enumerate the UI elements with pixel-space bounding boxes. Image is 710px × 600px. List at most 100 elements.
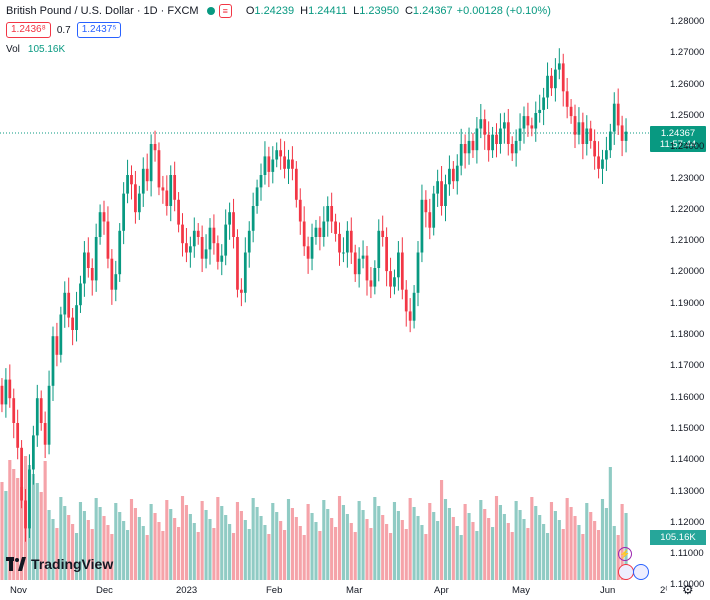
volume-tag: 105.16K [650, 530, 706, 545]
price-tick: 1.21000 [670, 235, 705, 247]
gear-icon[interactable]: ⚙ [682, 582, 694, 597]
uk-flag-icon[interactable] [618, 564, 634, 580]
candle-body [35, 398, 39, 436]
change-value: +0.00128 (+0.10%) [456, 5, 551, 17]
volume-bar [90, 529, 94, 580]
volume-bar [267, 534, 271, 580]
market-status[interactable]: ≡ [206, 4, 232, 18]
volume-bar [118, 512, 122, 580]
candle-body [173, 175, 177, 200]
sell-button[interactable]: 1.2436⁸ [6, 22, 51, 38]
price-tick: 1.28000 [670, 16, 705, 27]
volume-bar [302, 535, 306, 580]
candle-body [612, 103, 616, 132]
candle-body [71, 317, 74, 330]
volume-bar [530, 497, 534, 580]
volume-label[interactable]: Vol [6, 44, 20, 55]
volume-bar [12, 469, 16, 580]
volume-bar [122, 521, 126, 580]
candle-body [526, 116, 530, 126]
candle-body [126, 175, 129, 194]
candle-body [208, 227, 212, 250]
price-tick: 1.13000 [670, 485, 705, 497]
tradingview-logo[interactable]: TradingView [6, 556, 113, 572]
volume-bar [71, 524, 75, 580]
candle-body [149, 144, 153, 182]
candle-body [573, 116, 577, 135]
candle-body [169, 175, 173, 206]
volume-bar [235, 502, 240, 580]
candle-body [353, 252, 357, 275]
volume-bar [102, 516, 106, 580]
time-tick: Jun [600, 585, 616, 596]
candle-body [444, 184, 447, 206]
candle-body [0, 385, 4, 405]
candle-body [475, 128, 479, 151]
candle-body [271, 159, 275, 172]
indicator-marker[interactable]: ≡ [218, 4, 232, 18]
volume-bar [59, 497, 63, 580]
lightning-icon[interactable]: ⚡ [618, 547, 632, 561]
candle-body [145, 168, 149, 182]
price-tick: 1.14000 [670, 454, 705, 466]
candle-body [381, 230, 385, 237]
volume-bar [542, 524, 546, 580]
buy-button[interactable]: 1.2437⁵ [76, 22, 122, 38]
volume-bar [55, 528, 59, 580]
candle-body [326, 206, 330, 222]
candle-body [542, 97, 545, 110]
candle-body [342, 252, 345, 254]
candle-body [314, 227, 318, 237]
market-open-dot [206, 7, 215, 15]
candle-body [98, 212, 102, 237]
volume-bar [487, 518, 491, 580]
candle-body [601, 159, 604, 169]
volume-bar [228, 524, 232, 580]
volume-bar [471, 522, 475, 580]
symbol-title[interactable]: British Pound / U.S. Dollar · 1D · FXCM [6, 5, 199, 17]
candle-body [459, 144, 463, 166]
candle-body [188, 246, 192, 253]
bar-countdown: 11:57:44 [659, 139, 697, 150]
candle-body [259, 175, 263, 188]
volume-bar [475, 531, 479, 580]
volume-bar [137, 517, 141, 580]
us-flag-icon[interactable] [633, 564, 649, 580]
price-tick: 1.22000 [670, 203, 705, 215]
volume-bar [620, 504, 624, 580]
candle-body [522, 116, 526, 129]
candle-body [554, 69, 557, 89]
volume-bar [314, 522, 318, 580]
candle-body [369, 280, 373, 287]
volume-bar [545, 533, 550, 580]
volume-bar [369, 528, 373, 580]
volume-bar [286, 499, 291, 580]
chart-legend: British Pound / U.S. Dollar · 1D · FXCM … [6, 4, 551, 18]
volume-bar [506, 523, 510, 580]
volume-bar [247, 529, 251, 580]
volume-bar [74, 533, 79, 580]
candle-body [385, 237, 388, 272]
volume-bar [294, 517, 298, 580]
candle-body [432, 193, 436, 228]
candle-body [90, 268, 94, 281]
candle-body [63, 292, 67, 315]
candle-body [24, 500, 27, 529]
volume-bar [67, 515, 71, 580]
volume-bar [467, 513, 471, 580]
volume-bar [145, 535, 149, 580]
volume-bar [483, 509, 487, 580]
volume-bar [451, 517, 455, 580]
volume-bar [353, 532, 357, 580]
tradingview-mark-icon [6, 557, 26, 571]
candle-body [94, 237, 98, 281]
candle-body [557, 63, 561, 70]
open-value: 1.24239 [254, 5, 295, 17]
time-tick: May [512, 585, 530, 596]
time-tick: Feb [266, 585, 283, 596]
volume-bar [165, 500, 169, 580]
candle-body [51, 336, 55, 386]
volume-bar [565, 498, 569, 580]
volume-bar [600, 499, 605, 580]
